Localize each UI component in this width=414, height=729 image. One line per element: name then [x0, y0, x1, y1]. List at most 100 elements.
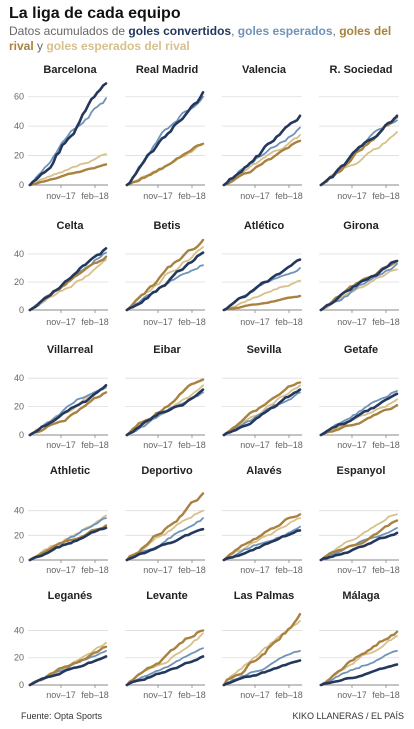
series-line-goles-esperados: [126, 647, 204, 686]
y-tick-label: 60: [14, 92, 24, 102]
series-line-goles-del-rival: [319, 404, 399, 437]
series-line-goles-del-rival: [222, 381, 302, 437]
series-line-goles-convertidos: [28, 655, 108, 687]
x-tick-label: feb–18: [178, 690, 206, 700]
team-panel: nov–17 feb–18 Levante: [125, 590, 206, 700]
team-title: Levante: [146, 590, 188, 602]
team-title: Getafe: [344, 344, 378, 356]
x-tick-label: feb–18: [275, 565, 303, 575]
x-tick-label: nov–17: [240, 440, 270, 450]
y-tick-label: 0: [19, 305, 24, 315]
team-panel: 0 20 40 nov–17 feb–18 Villarreal: [14, 344, 109, 450]
series-line-goles-esperados-del-rival: [29, 258, 107, 311]
series-line-goles-convertidos: [125, 655, 205, 687]
series-line-goles-esperados: [29, 97, 107, 186]
y-tick-label: 40: [14, 249, 24, 259]
x-tick-label: feb–18: [275, 440, 303, 450]
series-line-goles-del-rival: [319, 116, 399, 187]
team-title: Eibar: [153, 344, 181, 356]
series-line-goles-convertidos: [125, 91, 205, 187]
team-title: Athletic: [50, 465, 90, 477]
series-line-goles-convertidos: [319, 531, 399, 562]
source-note: Fuente: Opta Sports: [21, 711, 103, 721]
series-line-goles-esperados-del-rival: [320, 398, 398, 436]
x-tick-label: feb–18: [372, 191, 400, 201]
team-panel: nov–17 feb–18 Getafe: [319, 344, 400, 450]
legend-goles-esperados: goles esperados: [237, 24, 333, 38]
x-tick-label: nov–17: [46, 317, 76, 327]
team-title: Girona: [343, 220, 379, 232]
x-tick-label: feb–18: [178, 317, 206, 327]
x-tick-label: feb–18: [81, 690, 109, 700]
team-panel: 0 20 40 nov–17 feb–18 Leganés: [14, 590, 109, 700]
x-tick-label: feb–18: [81, 565, 109, 575]
x-tick-label: nov–17: [240, 565, 270, 575]
series-line-goles-del-rival: [125, 142, 205, 187]
y-tick-label: 0: [19, 180, 24, 190]
team-panel: nov–17 feb–18 Deportivo: [125, 465, 206, 575]
team-title: Valencia: [242, 64, 287, 76]
series-line-goles-convertidos: [28, 82, 108, 187]
team-title: Leganés: [48, 590, 93, 602]
team-title: Atlético: [244, 220, 285, 232]
team-title: Alavés: [246, 465, 281, 477]
x-tick-label: nov–17: [46, 565, 76, 575]
series-line-goles-convertidos: [319, 663, 399, 687]
x-tick-label: nov–17: [143, 440, 173, 450]
x-tick-label: nov–17: [143, 317, 173, 327]
series-line-goles-convertidos: [28, 383, 108, 437]
team-panel: 0 20 40 60 nov–17 feb–18 Barcelona: [14, 64, 109, 201]
subtitle: Datos acumulados de goles convertidos, g…: [9, 24, 392, 53]
team-title: Villarreal: [47, 344, 93, 356]
page-title: La liga de cada equipo: [9, 5, 181, 22]
series-line-goles-esperados-del-rival: [29, 153, 107, 186]
series-line-goles-convertidos: [28, 247, 108, 312]
team-panel: nov–17 feb–18 Valencia: [222, 64, 303, 201]
team-panel: nov–17 feb–18 Girona: [319, 220, 400, 327]
series-line-goles-del-rival: [125, 378, 205, 437]
team-title: Betis: [154, 220, 181, 232]
y-tick-label: 40: [14, 121, 24, 131]
series-line-goles-convertidos: [319, 392, 399, 437]
series-line-goles-convertidos: [222, 529, 302, 562]
series-line-goles-convertidos: [125, 388, 205, 437]
team-panel: nov–17 feb–18 R. Sociedad: [319, 64, 400, 201]
team-title: Espanyol: [337, 465, 386, 477]
x-tick-label: feb–18: [372, 565, 400, 575]
x-tick-label: feb–18: [178, 565, 206, 575]
x-tick-label: nov–17: [337, 191, 367, 201]
x-tick-label: nov–17: [337, 690, 367, 700]
team-title: Celta: [57, 220, 85, 232]
series-line-goles-esperados-del-rival: [223, 517, 301, 561]
team-panel: 0 20 40 nov–17 feb–18 Celta: [14, 220, 109, 327]
series-line-goles-convertidos: [222, 659, 302, 687]
x-tick-label: feb–18: [178, 440, 206, 450]
x-tick-label: feb–18: [372, 317, 400, 327]
y-tick-label: 0: [19, 430, 24, 440]
series-line-goles-convertidos: [319, 114, 399, 187]
team-title: Sevilla: [247, 344, 283, 356]
series-line-goles-del-rival: [222, 139, 302, 187]
y-tick-label: 40: [14, 506, 24, 516]
x-tick-label: feb–18: [275, 317, 303, 327]
series-line-goles-del-rival: [222, 294, 302, 312]
y-tick-label: 40: [14, 625, 24, 635]
team-panel: nov–17 feb–18 Eibar: [125, 344, 206, 450]
series-line-goles-del-rival: [222, 612, 302, 687]
y-tick-label: 20: [14, 277, 24, 287]
series-line-goles-del-rival: [222, 513, 302, 562]
x-tick-label: feb–18: [372, 690, 400, 700]
series-line-goles-convertidos: [28, 526, 108, 562]
series-line-goles-del-rival: [28, 391, 108, 437]
series-line-goles-esperados: [320, 527, 398, 561]
series-line-goles-convertidos: [125, 251, 205, 312]
x-tick-label: nov–17: [337, 565, 367, 575]
series-line-goles-del-rival: [319, 519, 399, 562]
team-title: Real Madrid: [136, 64, 198, 76]
x-tick-label: feb–18: [275, 690, 303, 700]
team-panel: nov–17 feb–18 Málaga: [319, 590, 400, 700]
x-tick-label: nov–17: [46, 690, 76, 700]
series-line-goles-del-rival: [125, 629, 205, 687]
team-title: Las Palmas: [234, 590, 295, 602]
